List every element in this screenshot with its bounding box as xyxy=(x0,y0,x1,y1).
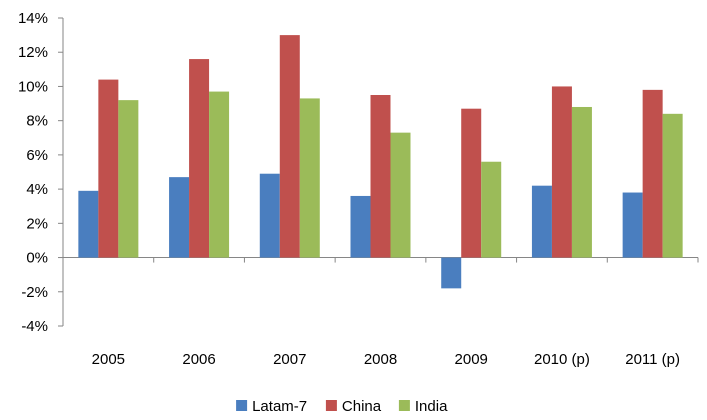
x-tick-label: 2007 xyxy=(273,351,306,368)
plot-area: 14% 12% 10% 8% 6% 4% 2% 0% -2% -4% 2005 2006 2007 200… xyxy=(18,10,699,368)
y-tick-label: 14% xyxy=(18,10,48,27)
y-tick-label: -4% xyxy=(21,318,48,335)
bar-latam-7-2007 xyxy=(259,173,280,258)
y-tick-label: 2% xyxy=(26,215,48,232)
bar-india-2008 xyxy=(390,132,411,258)
x-tick-label: 2006 xyxy=(182,351,215,368)
bar-india-2011p xyxy=(662,113,683,258)
x-tick-label: 2009 xyxy=(455,351,488,368)
bar-latam-7-2008 xyxy=(350,195,371,258)
bar-china-2011p xyxy=(642,89,663,258)
x-tick-label: 2005 xyxy=(92,351,125,368)
y-tick-label: -2% xyxy=(21,284,48,301)
y-tick-label: 4% xyxy=(26,181,48,198)
legend: Latam-7 China India xyxy=(236,398,448,415)
bar-india-2005 xyxy=(118,100,139,258)
legend-swatch-latam-7 xyxy=(236,400,248,411)
bar-latam-7-2011p xyxy=(622,192,643,258)
bar-latam-7-2010p xyxy=(531,185,552,258)
y-tick-label: 0% xyxy=(26,250,48,267)
bar-china-2006 xyxy=(189,59,210,258)
bar-latam-7-2009 xyxy=(441,257,462,289)
legend-swatch-india xyxy=(398,400,410,411)
legend-label-india: India xyxy=(415,398,448,415)
legend-label-latam-7: Latam-7 xyxy=(252,398,307,415)
bar-china-2007 xyxy=(279,35,300,258)
bar-china-2010p xyxy=(551,86,572,258)
x-tick-label: 2008 xyxy=(364,351,397,368)
bar-china-2009 xyxy=(461,108,482,258)
bar-india-2009 xyxy=(481,161,502,258)
y-tick-label: 6% xyxy=(26,147,48,164)
y-tick-label: 10% xyxy=(18,78,48,95)
legend-label-china: China xyxy=(342,398,382,415)
bar-china-2008 xyxy=(370,95,391,258)
bar-latam-7-2006 xyxy=(169,177,190,258)
x-tick-label: 2011 (p) xyxy=(625,351,680,368)
y-tick-label: 8% xyxy=(26,113,48,130)
bar-latam-7-2005 xyxy=(78,190,99,258)
y-tick-label: 12% xyxy=(18,44,48,61)
x-tick-label: 2010 (p) xyxy=(534,351,590,368)
bar-india-2006 xyxy=(209,91,230,258)
bar-india-2010p xyxy=(571,106,592,258)
bar-china-2005 xyxy=(98,79,119,258)
legend-swatch-china xyxy=(325,400,337,411)
bar-india-2007 xyxy=(299,98,320,258)
